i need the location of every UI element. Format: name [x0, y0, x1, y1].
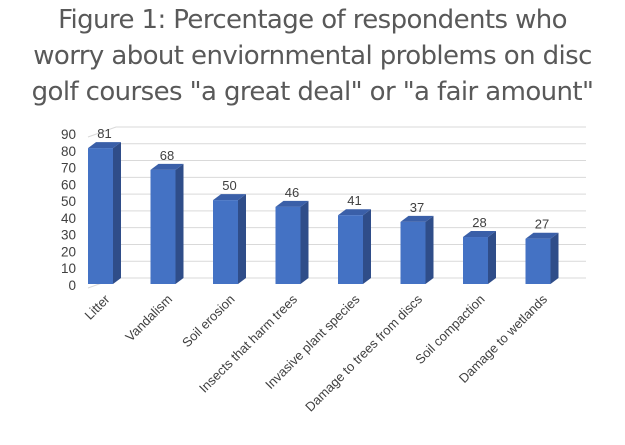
y-tick-label: 10	[61, 261, 76, 276]
y-tick-label: 90	[61, 127, 76, 142]
bar: 46	[275, 185, 309, 284]
bar-top	[463, 231, 496, 238]
y-tick-label: 80	[61, 144, 76, 159]
bar-side	[175, 163, 184, 284]
gridline-diagonal	[87, 126, 117, 138]
data-label: 68	[160, 148, 174, 163]
x-tick-label: Vandalism	[122, 292, 175, 345]
data-label: 37	[410, 200, 424, 215]
y-tick-label: 20	[61, 244, 76, 259]
bar-front	[338, 215, 363, 284]
data-label: 46	[285, 185, 299, 200]
chart-title-line-3: golf courses "a great deal" or "a fair a…	[31, 77, 594, 107]
bar-top	[338, 209, 371, 216]
chart-title-line-1: Figure 1: Percentage of respondents who	[58, 5, 567, 35]
chart-title: Figure 1: Percentage of respondents who …	[0, 2, 625, 110]
bar-side	[238, 194, 246, 284]
bar: 50	[213, 178, 246, 284]
y-tick-label: 60	[61, 177, 76, 192]
bar-side	[300, 200, 309, 284]
data-label: 81	[97, 126, 111, 141]
bar-front	[88, 148, 113, 284]
bar: 27	[525, 217, 559, 284]
bar-side	[550, 232, 559, 284]
bar-front	[463, 237, 488, 284]
bar-front	[525, 238, 551, 284]
bar-front	[150, 169, 176, 284]
bar-front	[275, 206, 301, 284]
bar-top	[525, 232, 559, 239]
bar-side	[113, 142, 121, 284]
y-tick-label: 0	[68, 278, 76, 293]
bar-front	[213, 200, 238, 284]
bar-top	[275, 200, 309, 207]
bar: 68	[150, 148, 184, 284]
chart-title-line-2: worry about enviornmental problems on di…	[33, 41, 592, 71]
data-label: 28	[472, 215, 486, 230]
y-tick-label: 30	[61, 228, 76, 243]
bar-side	[363, 209, 371, 284]
bar: 37	[400, 200, 434, 284]
data-label: 27	[535, 217, 549, 232]
x-tick-label: Soil erosion	[179, 292, 238, 351]
data-label: 50	[222, 178, 236, 193]
bar: 81	[88, 126, 121, 284]
x-tick-label: Litter	[82, 291, 114, 323]
bar-side	[425, 215, 434, 284]
bar-top	[213, 194, 246, 201]
data-label: 41	[347, 193, 361, 208]
y-tick-label: 50	[61, 194, 76, 209]
y-tick-label: 40	[61, 211, 76, 226]
bars: 81 68 50 46 41 37 28 27	[88, 126, 559, 284]
bar-front	[400, 221, 426, 284]
bar: 41	[338, 193, 371, 284]
x-tick-label: Damage to trees from discs	[302, 291, 425, 414]
bar-top	[150, 163, 184, 170]
bar-side	[488, 231, 496, 284]
bar-top	[400, 215, 434, 222]
bar: 28	[463, 215, 496, 284]
bar-top	[88, 142, 121, 149]
y-tick-label: 70	[61, 161, 76, 176]
